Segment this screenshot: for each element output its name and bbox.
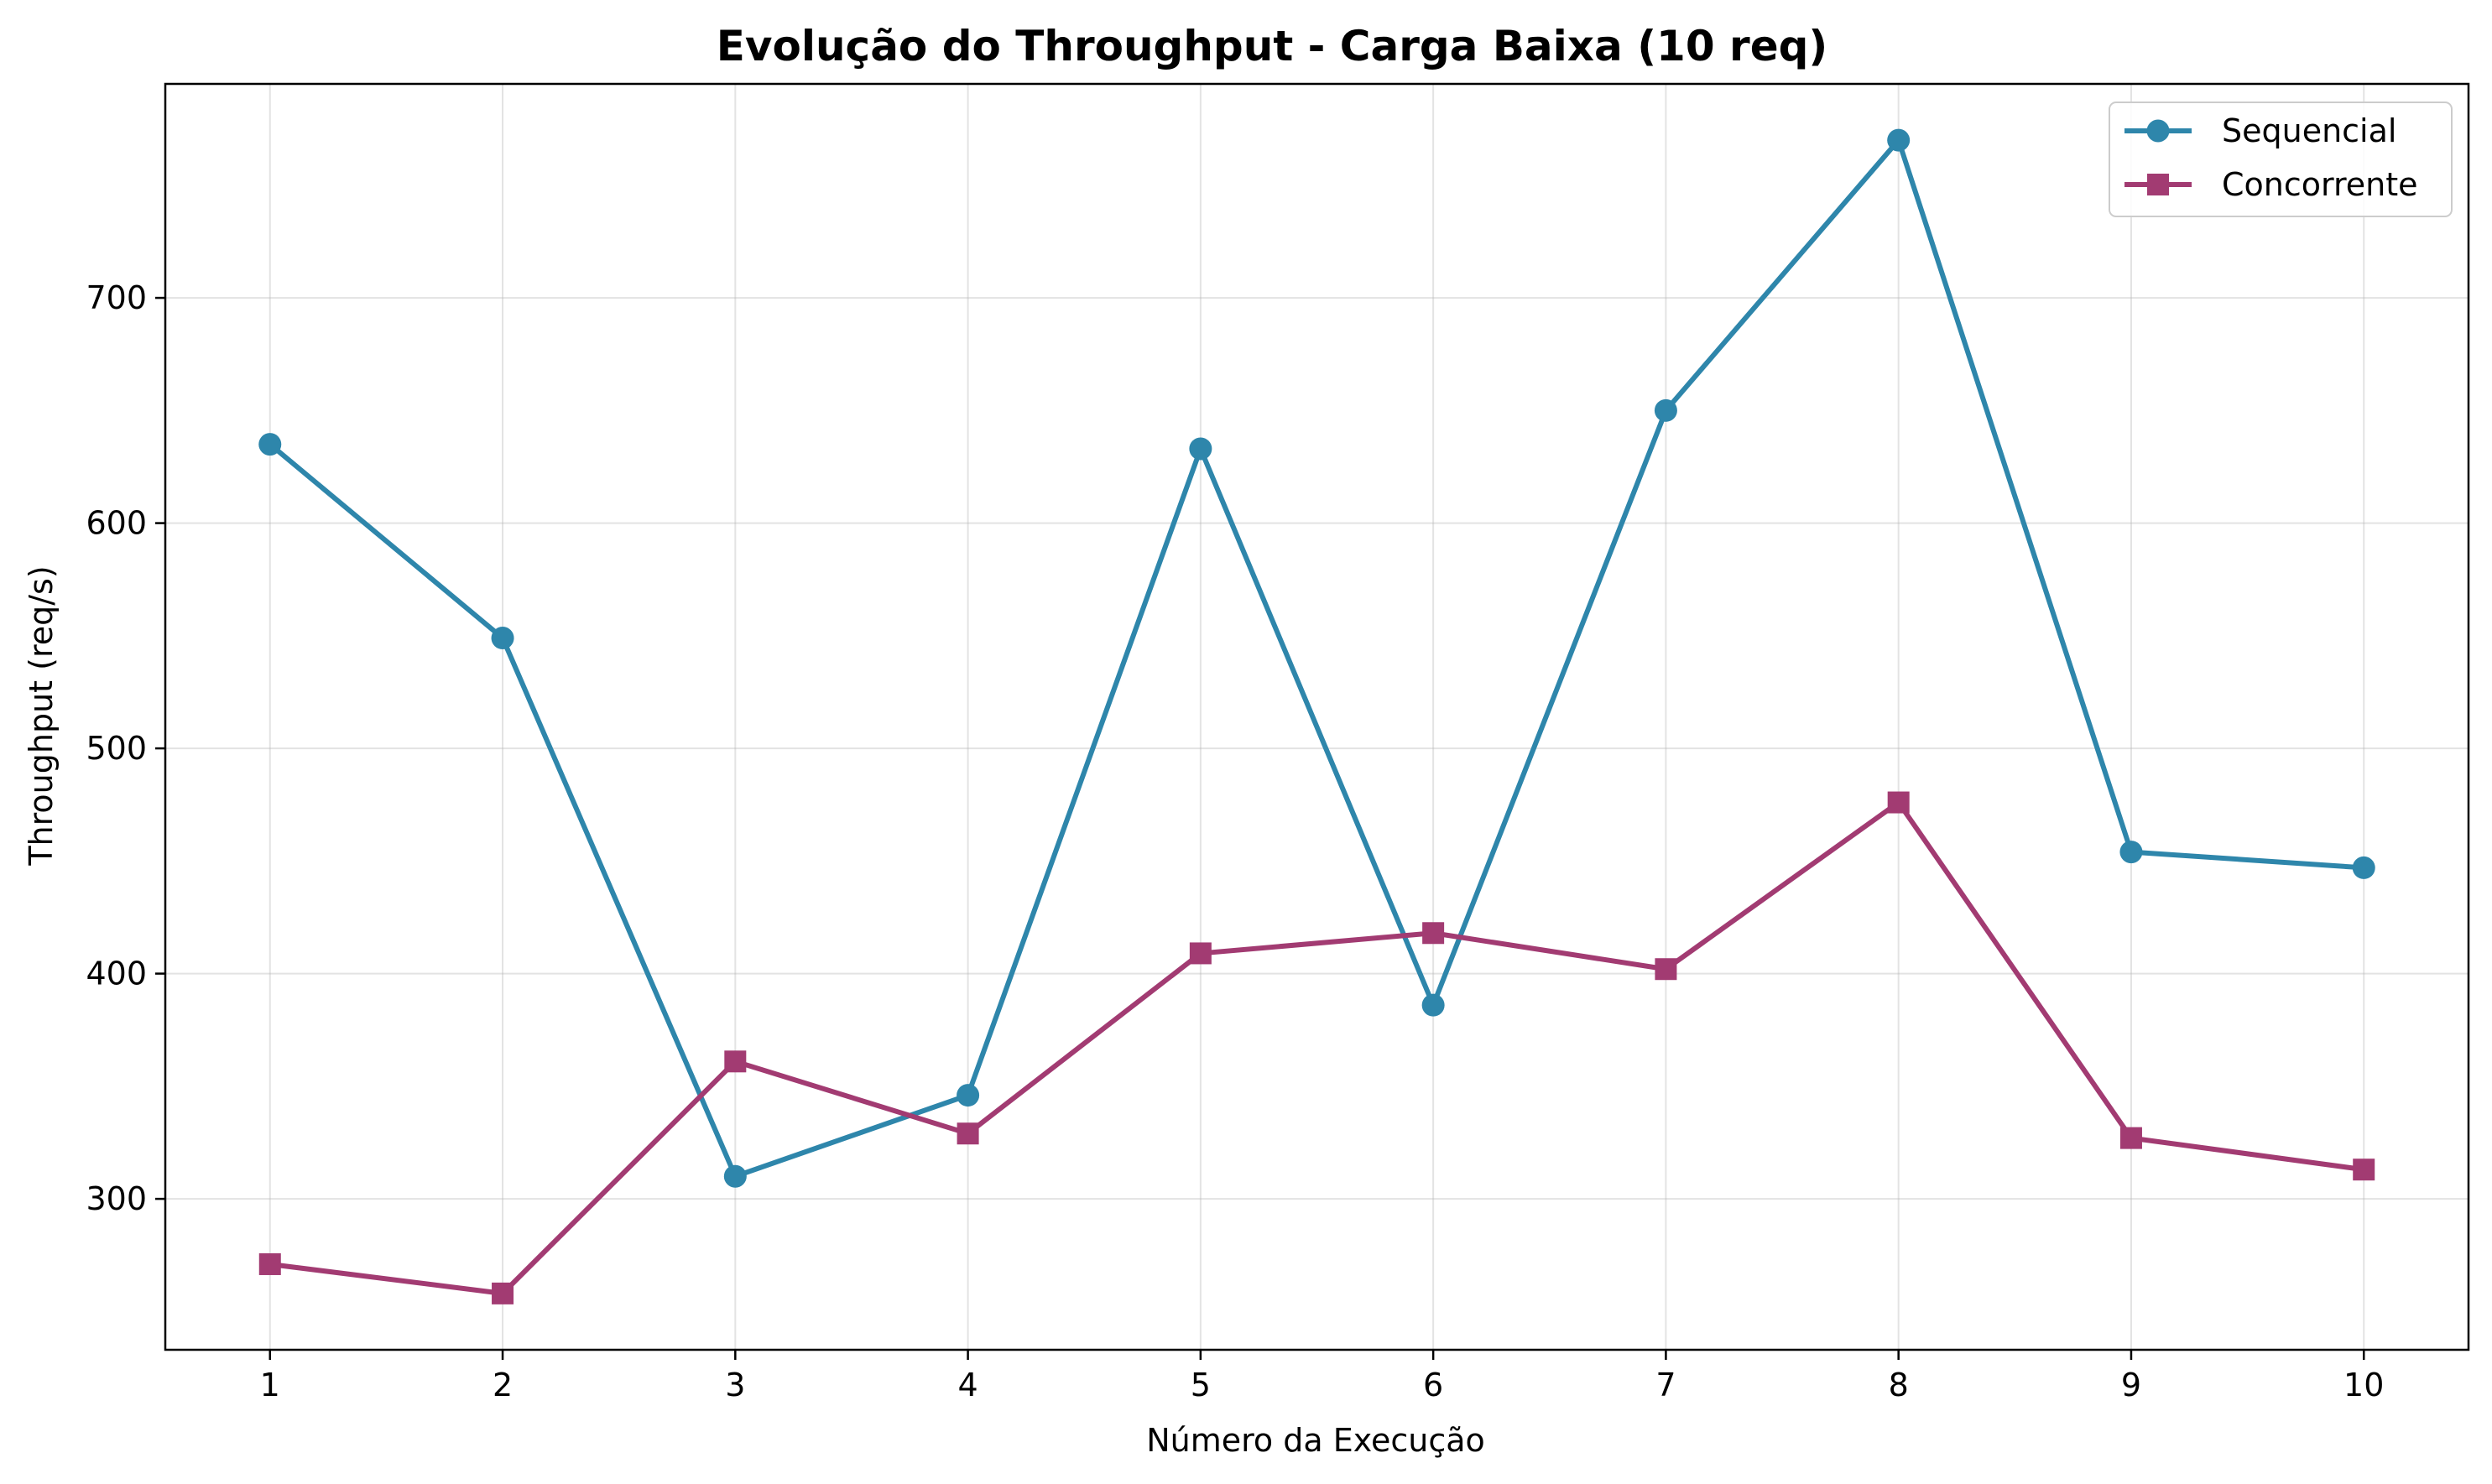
data-point-circle <box>2352 856 2375 879</box>
data-point-square <box>1422 922 1445 945</box>
x-tick-label: 9 <box>2121 1367 2141 1403</box>
legend-marker-circle <box>2146 119 2170 143</box>
x-tick-label: 7 <box>1655 1367 1676 1403</box>
axes: 1 2 3 4 5 6 7 8 9 10 300 400 500 600 700 <box>86 82 2470 1403</box>
data-point-square <box>1887 791 1910 814</box>
data-point-circle <box>1887 128 1911 152</box>
chart-title: Evolução do Throughput - Carga Baixa (10… <box>717 22 1828 70</box>
y-tick-label: 300 <box>86 1180 147 1217</box>
data-point-circle <box>957 1084 980 1107</box>
y-axis-label: Throughput (req/s) <box>23 565 60 866</box>
y-tick-label: 400 <box>86 955 147 992</box>
x-tick-label: 1 <box>260 1367 280 1403</box>
x-axis-label: Número da Execução <box>1146 1422 1485 1459</box>
legend-item-sequencial: Sequencial <box>2124 112 2396 149</box>
data-point-square <box>1189 942 1212 965</box>
x-tick-label: 3 <box>725 1367 745 1403</box>
data-point-circle <box>1421 993 1445 1017</box>
grid <box>165 84 2469 1350</box>
x-tick-label: 5 <box>1191 1367 1211 1403</box>
legend-item-concorrente: Concorrente <box>2124 166 2418 203</box>
y-tick-label: 500 <box>86 730 147 767</box>
legend-label: Concorrente <box>2222 166 2418 203</box>
series-layer <box>258 128 2375 1304</box>
data-point-circle <box>2119 841 2143 864</box>
data-point-circle <box>258 433 282 456</box>
x-tick-label: 8 <box>1889 1367 1909 1403</box>
data-point-square <box>1655 958 1677 981</box>
x-tick-label: 4 <box>957 1367 978 1403</box>
data-point-circle <box>491 627 514 650</box>
data-point-square <box>2119 1127 2142 1149</box>
x-tick-label: 10 <box>2343 1367 2384 1403</box>
x-tick-label: 2 <box>493 1367 513 1403</box>
y-tick-label: 600 <box>86 505 147 542</box>
data-point-circle <box>1654 398 1677 422</box>
legend: Sequencial Concorrente <box>2109 102 2453 217</box>
data-point-square <box>2353 1159 2375 1181</box>
data-point-square <box>492 1282 514 1304</box>
data-point-circle <box>723 1164 747 1188</box>
data-point-square <box>957 1122 979 1145</box>
data-point-circle <box>1189 437 1212 461</box>
data-point-square <box>258 1252 281 1275</box>
plot-frame <box>164 82 2470 1351</box>
series-sequencial <box>258 128 2375 1188</box>
legend-label: Sequencial <box>2222 112 2396 149</box>
series-line <box>267 799 2367 1296</box>
legend-box <box>2109 102 2453 217</box>
series-line <box>267 138 2367 1179</box>
legend-marker-square <box>2147 174 2169 195</box>
x-tick-label: 6 <box>1423 1367 1443 1403</box>
series-concorrente <box>258 791 2375 1304</box>
y-tick-label: 700 <box>86 279 147 316</box>
data-point-square <box>724 1050 747 1073</box>
